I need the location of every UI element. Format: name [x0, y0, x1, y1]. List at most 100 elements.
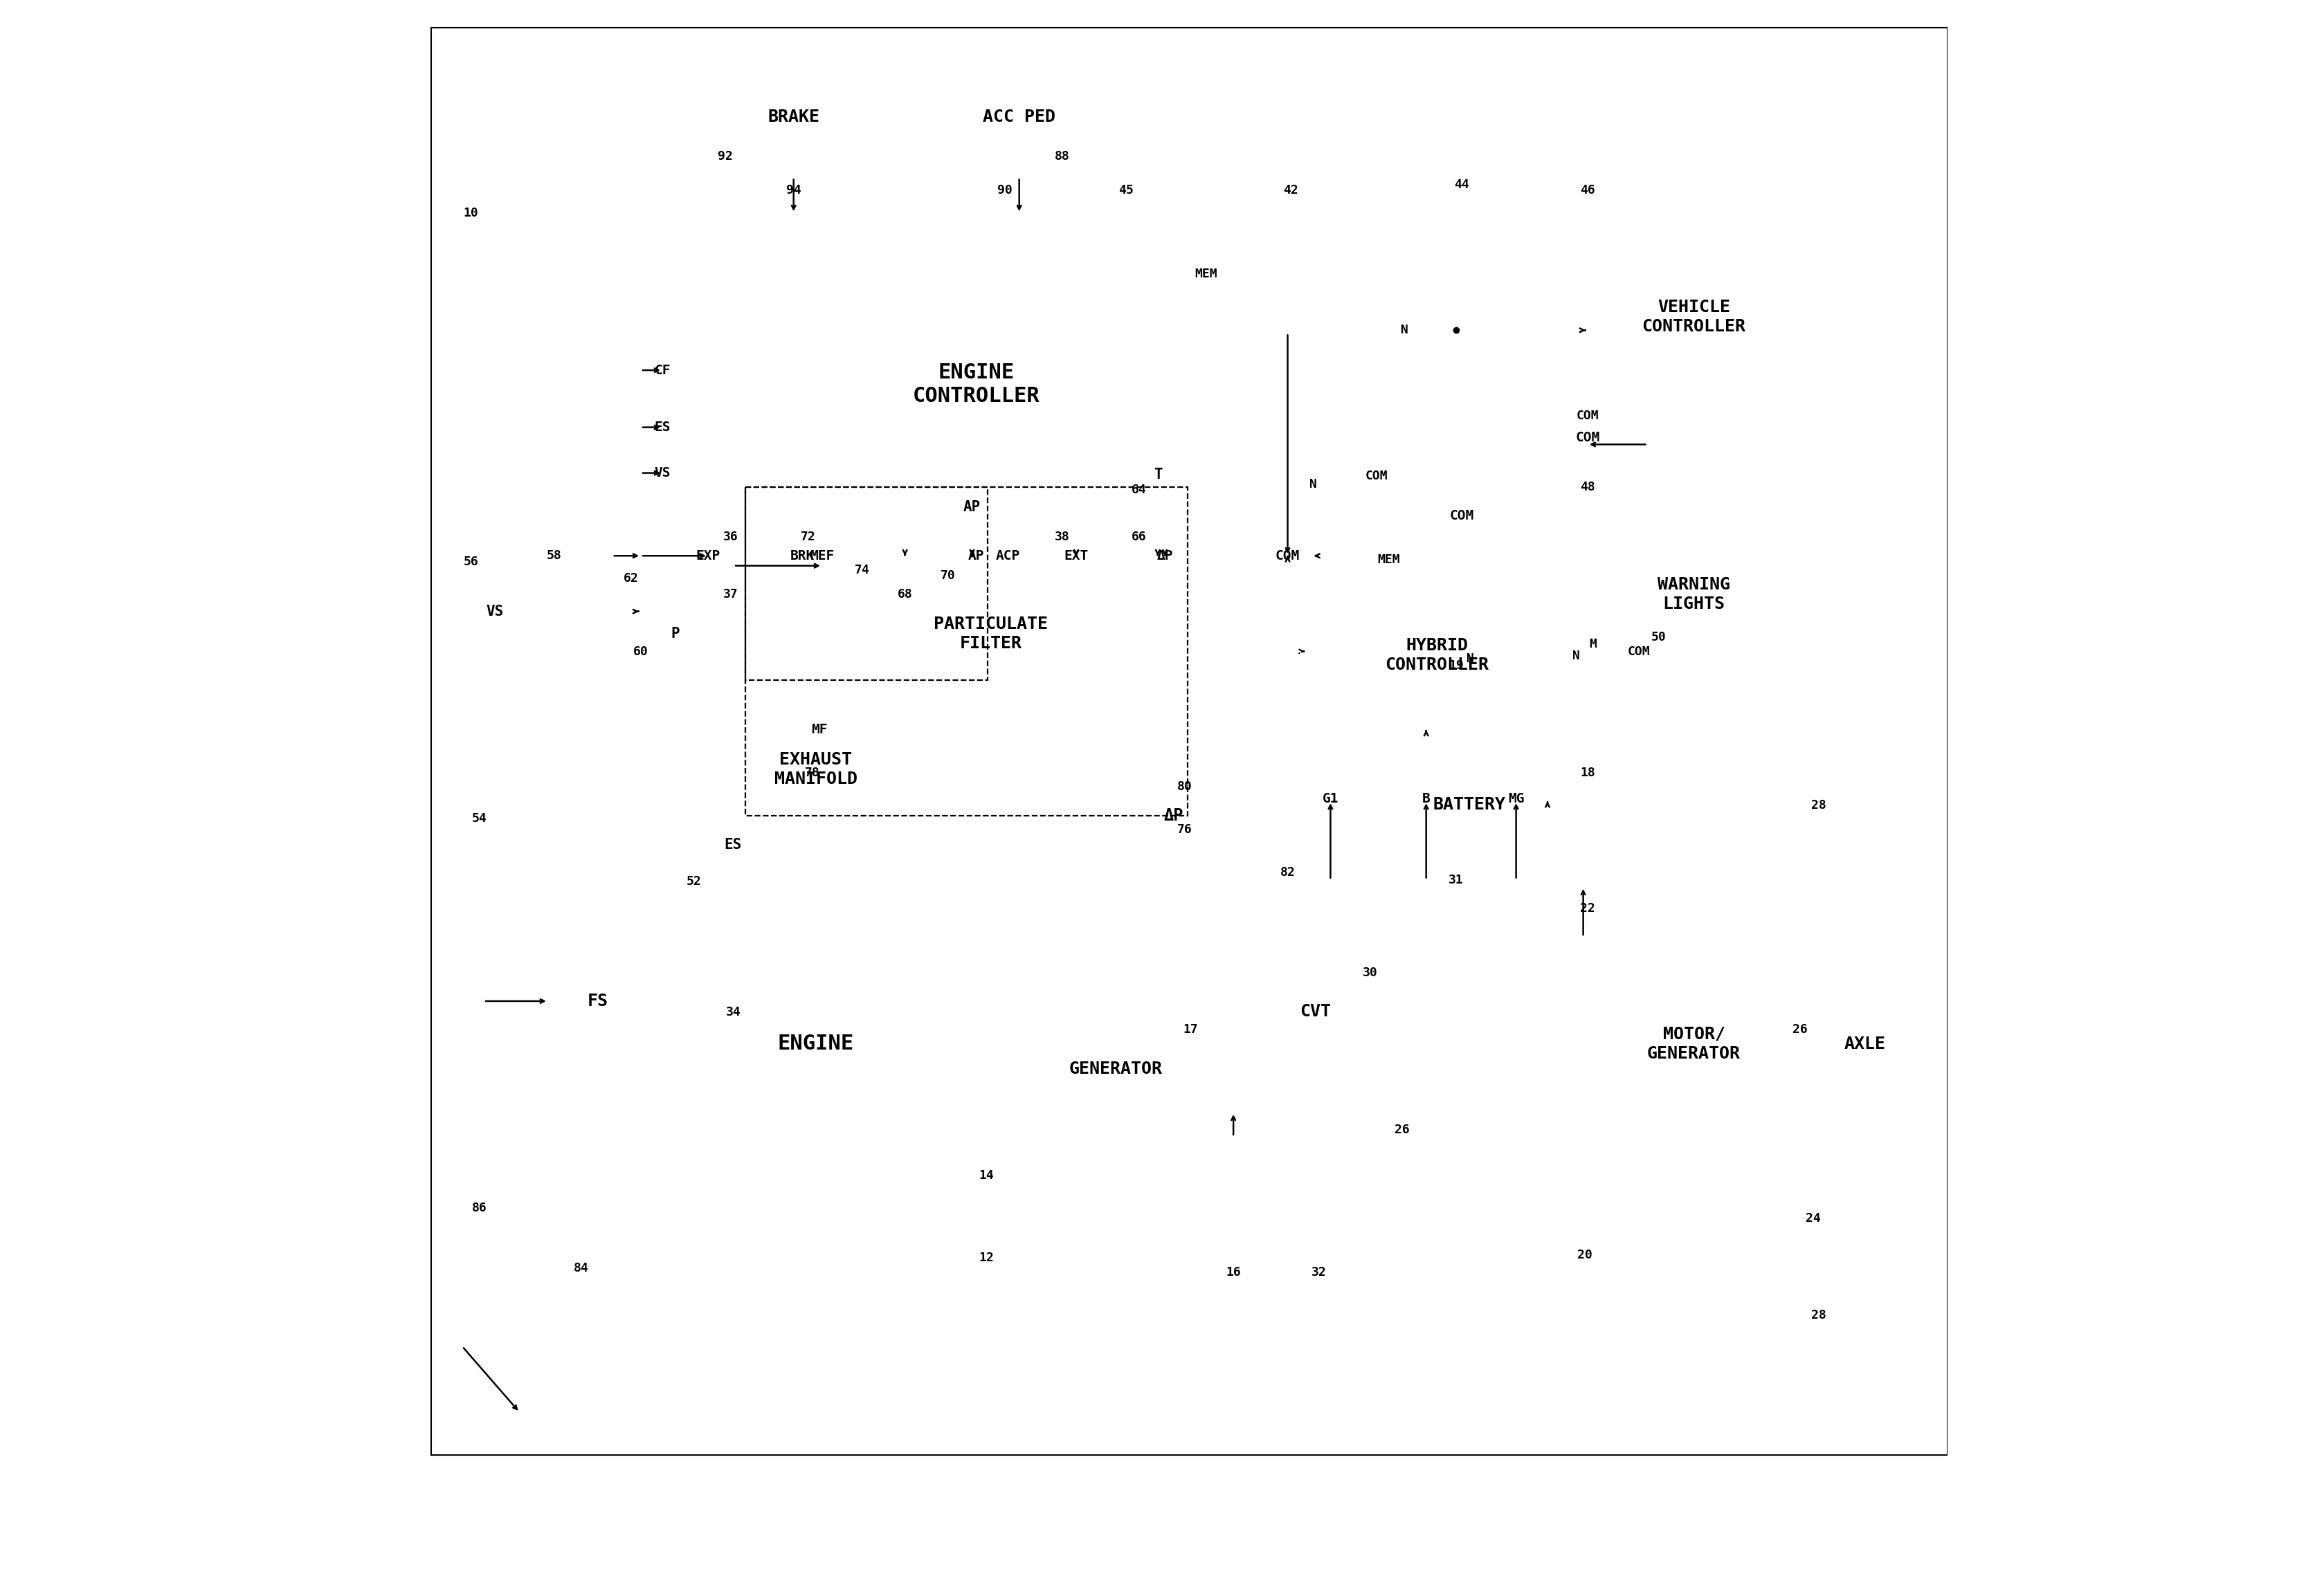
Text: 37: 37	[723, 589, 739, 601]
Text: GENERATOR: GENERATOR	[1069, 1061, 1162, 1077]
Bar	[451, 570, 539, 653]
Text: VS: VS	[653, 466, 669, 480]
Text: M: M	[1590, 637, 1597, 650]
Text: COM: COM	[1627, 645, 1650, 658]
Text: ENGINE
CONTROLLER: ENGINE CONTROLLER	[913, 364, 1039, 406]
Text: N: N	[1466, 652, 1473, 664]
Text: ΔP: ΔP	[1157, 549, 1174, 562]
Text: CVT: CVT	[1299, 1004, 1332, 1020]
Bar	[1369, 730, 1569, 880]
Text: 20: 20	[1578, 1248, 1592, 1261]
Text: CF: CF	[653, 364, 669, 376]
Text: 70: 70	[941, 570, 955, 582]
Text: 90: 90	[997, 184, 1013, 197]
Text: EXT: EXT	[1064, 549, 1088, 562]
Text: 80: 80	[1178, 781, 1192, 793]
Text: COM: COM	[1576, 409, 1599, 422]
Text: N: N	[1401, 324, 1408, 337]
Text: 94: 94	[786, 184, 802, 197]
Text: 45: 45	[1118, 184, 1134, 197]
Text: BRAKE: BRAKE	[767, 109, 820, 124]
Text: MEM: MEM	[1378, 554, 1401, 567]
Text: T: T	[1155, 467, 1162, 482]
Text: ACP: ACP	[995, 549, 1020, 562]
Bar	[548, 916, 648, 1086]
Text: 30: 30	[1362, 966, 1378, 979]
Text: 42: 42	[1283, 184, 1299, 197]
Text: COM: COM	[1276, 549, 1299, 562]
Bar	[948, 57, 1090, 178]
Text: MF: MF	[811, 724, 827, 737]
Text: 22: 22	[1580, 902, 1594, 914]
Text: PARTICULATE
FILTER: PARTICULATE FILTER	[934, 615, 1048, 652]
Text: 50: 50	[1652, 631, 1666, 644]
Text: MEF: MEF	[811, 549, 834, 562]
Text: 78: 78	[804, 767, 820, 779]
Text: MG: MG	[1508, 792, 1525, 804]
Text: 52: 52	[686, 875, 702, 888]
Bar	[1234, 886, 1397, 1136]
Bar	[641, 886, 990, 1201]
Text: 32: 32	[1311, 1265, 1327, 1278]
Text: 31: 31	[1448, 874, 1464, 886]
Text: 36: 36	[723, 530, 739, 543]
Text: ENGINE: ENGINE	[779, 1034, 853, 1055]
Text: 10: 10	[462, 206, 479, 219]
Text: 64: 64	[1132, 483, 1146, 496]
Text: 56: 56	[462, 556, 479, 568]
Text: 48: 48	[1580, 482, 1594, 494]
Bar	[723, 57, 865, 178]
Text: G1: G1	[1322, 792, 1339, 804]
Text: HYBRID
CONTROLLER: HYBRID CONTROLLER	[1385, 637, 1490, 672]
Bar	[641, 601, 709, 666]
Text: AP: AP	[969, 549, 985, 562]
Text: 76: 76	[1178, 823, 1192, 836]
Bar	[1583, 494, 1803, 694]
Text: 86: 86	[472, 1203, 488, 1214]
Text: 17: 17	[1183, 1023, 1199, 1036]
Bar	[641, 212, 1313, 556]
Bar	[1583, 886, 1803, 1201]
Text: 24: 24	[1806, 1212, 1820, 1225]
Text: AP: AP	[964, 501, 981, 515]
Text: 28: 28	[1810, 800, 1827, 812]
Text: 44: 44	[1455, 178, 1469, 190]
Text: 92: 92	[718, 150, 732, 162]
Text: B: B	[1422, 792, 1429, 804]
Text: P: P	[672, 626, 679, 641]
Text: BATTERY: BATTERY	[1432, 796, 1506, 814]
Text: 12: 12	[978, 1251, 995, 1264]
Bar	[776, 523, 1204, 745]
Text: ΔP: ΔP	[1164, 807, 1183, 823]
Text: ACC PED: ACC PED	[983, 109, 1055, 124]
Bar	[1583, 212, 1803, 420]
Text: COM: COM	[1576, 431, 1599, 444]
Text: 82: 82	[1281, 866, 1294, 878]
Text: MOTOR/
GENERATOR: MOTOR/ GENERATOR	[1648, 1026, 1741, 1062]
Text: 34: 34	[725, 1006, 741, 1018]
Bar	[693, 812, 772, 877]
Text: 68: 68	[897, 589, 913, 601]
Text: 18: 18	[1580, 767, 1594, 779]
Text: 26: 26	[1394, 1124, 1408, 1136]
Text: 54: 54	[472, 812, 488, 825]
Text: 19: 19	[1448, 660, 1464, 672]
Text: AXLE: AXLE	[1845, 1036, 1887, 1053]
Bar	[1148, 228, 1264, 320]
Text: 88: 88	[1055, 150, 1069, 162]
Bar	[746, 488, 1188, 815]
Text: N: N	[1573, 650, 1580, 663]
Text: 72: 72	[799, 530, 816, 543]
Text: MEM: MEM	[1195, 268, 1218, 280]
Text: 28: 28	[1810, 1310, 1827, 1321]
Text: EXP: EXP	[695, 549, 720, 562]
Text: 60: 60	[634, 645, 648, 658]
Text: 58: 58	[546, 549, 562, 562]
Text: 26: 26	[1792, 1023, 1808, 1036]
Bar	[1127, 438, 1190, 512]
Bar	[1820, 829, 1913, 1258]
Text: 38: 38	[1055, 530, 1069, 543]
Bar	[1011, 944, 1220, 1193]
Text: 46: 46	[1580, 184, 1594, 197]
Text: EXHAUST
MANIFOLD: EXHAUST MANIFOLD	[774, 751, 858, 787]
